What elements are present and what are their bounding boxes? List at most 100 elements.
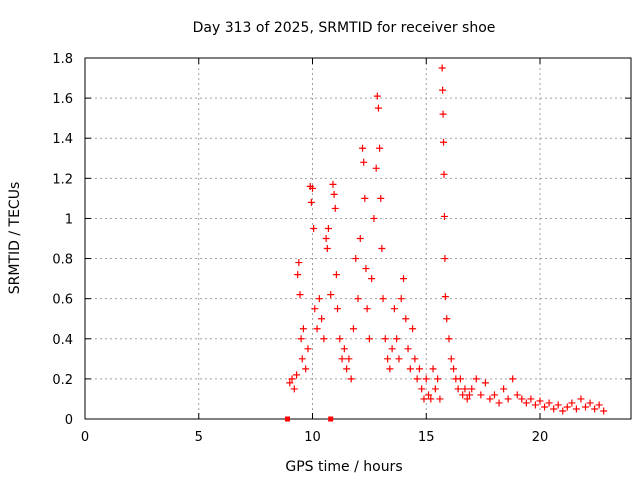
data-point [329,180,337,188]
y-axis-label: SRMTID / TECUs [7,182,23,295]
data-point [293,371,301,379]
data-point [468,385,476,393]
data-point [447,355,455,363]
data-point [568,399,576,407]
x-tick-label: 0 [81,430,89,445]
data-point [411,355,419,363]
data-point [295,259,303,267]
data-point [518,395,526,403]
data-point [439,110,447,118]
data-point [349,325,357,333]
data-point [297,335,305,343]
axis-tick-labels: 0 0.2 0.4 0.6 0.8 1 1.2 1.4 1.6 1.8 0 5 10 15 20 [52,52,548,445]
x-tick-label: 20 [532,430,549,445]
data-point [436,395,444,403]
data-point [365,335,373,343]
data-point [386,365,394,373]
data-point [582,403,589,411]
data-point [290,385,298,393]
data-point [441,293,449,301]
data-point [409,325,417,333]
data-point [309,184,316,192]
data-point [536,397,544,405]
data-point [372,164,380,172]
data-point [330,190,338,198]
data-point [434,375,442,383]
data-point [438,64,446,72]
data-point [463,395,471,403]
data-point [572,405,580,413]
data-point [288,375,296,383]
data-point [425,391,433,399]
data-point [481,379,489,387]
data-point [586,399,594,407]
data-point [404,345,412,353]
data-point [390,305,398,313]
data-point [461,385,469,393]
data-point [445,335,453,343]
data-point [324,224,332,232]
data-point [354,295,362,303]
data-point [454,385,462,393]
data-point [486,395,494,403]
plot-frame [84,57,632,420]
data-point [320,335,328,343]
y-tick-label: 0.6 [52,293,73,308]
data-point [504,395,512,403]
data-point [299,325,307,333]
square-marker [328,416,334,422]
data-point [550,405,558,413]
data-point [527,395,535,403]
data-point [336,335,344,343]
data-point [374,104,382,112]
data-point [420,395,428,403]
axis-ticks [84,57,631,420]
data-point [491,391,498,399]
data-point [397,295,405,303]
data-point [595,401,603,409]
data-point [294,271,302,279]
data-point [400,275,407,283]
data-point [384,355,392,363]
data-point [600,407,608,415]
data-point [456,375,464,383]
data-point [332,271,340,279]
data-point [402,315,410,323]
data-point [500,385,508,393]
data-point [522,399,530,407]
data-point [395,355,403,363]
data-point [368,275,376,283]
data-point [559,407,567,415]
data-point [361,194,369,202]
y-tick-label: 1.6 [52,92,73,107]
data-point [465,391,473,399]
data-point [327,291,335,299]
data-point [422,375,430,383]
y-tick-label: 0.2 [52,373,73,388]
data-point [472,375,480,383]
data-point [318,315,326,323]
data-point [440,138,448,146]
data-point [322,235,330,242]
y-tick-label: 1.8 [52,52,73,67]
data-point [302,365,310,373]
data-point [450,365,458,373]
data-point [323,245,331,253]
data-point [554,401,562,409]
chart-title: Day 313 of 2025, SRMTID for receiver sho… [193,20,496,36]
data-point [363,305,371,313]
data-point [427,395,435,403]
data-point [310,224,318,232]
data-point [345,355,353,363]
x-tick-label: 15 [418,430,435,445]
y-tick-label: 1.4 [52,132,73,147]
data-point [304,345,312,353]
data-point [377,194,385,202]
y-tick-label: 1.2 [52,172,73,187]
data-point [406,365,414,373]
data-point [331,204,339,212]
data-point [286,379,294,387]
data-point [545,399,553,407]
data-point [577,395,585,403]
data-point [513,391,521,399]
